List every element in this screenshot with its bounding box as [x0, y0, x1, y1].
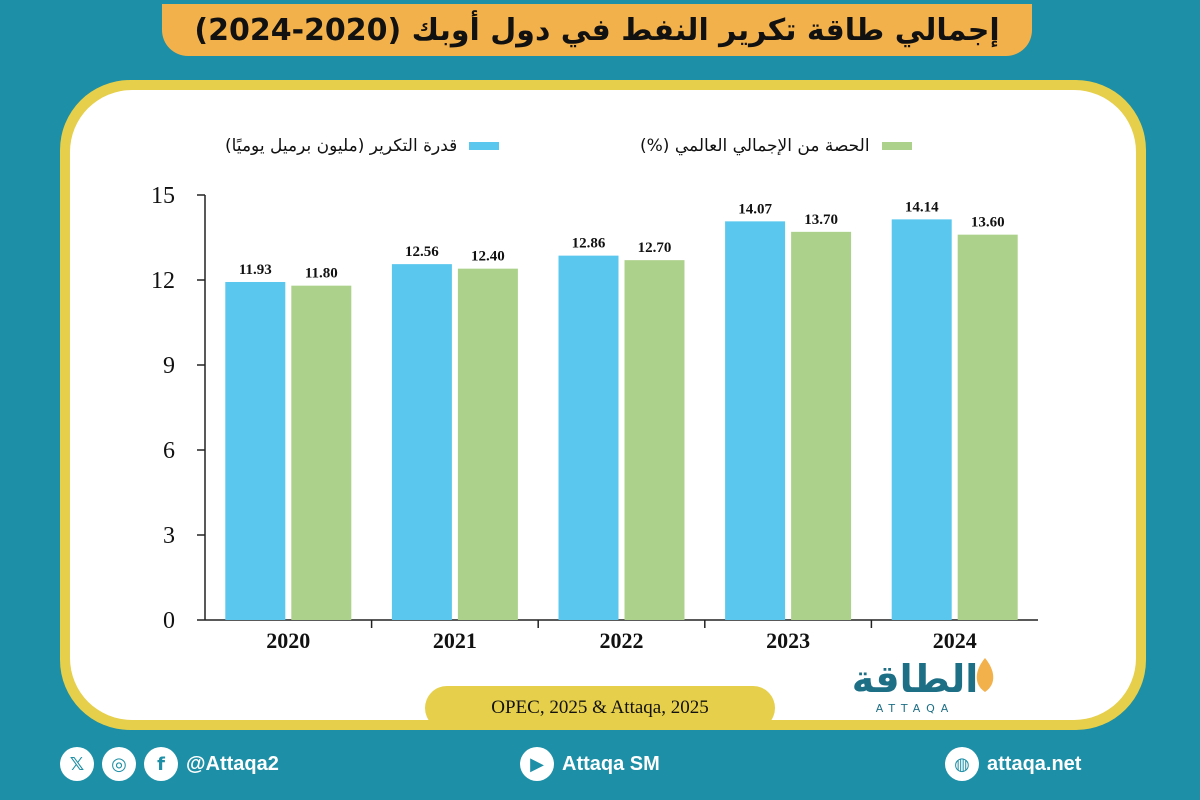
- data-label: 13.60: [971, 215, 1005, 231]
- data-label: 12.70: [638, 240, 672, 256]
- data-label: 13.70: [804, 212, 838, 228]
- y-tick-label: 9: [163, 353, 175, 379]
- data-label: 14.14: [905, 199, 939, 215]
- logo-graphic: الطاقة ATTAQA: [852, 657, 994, 715]
- data-label: 14.07: [738, 201, 772, 217]
- bar: [225, 281, 286, 620]
- legend-label-capacity: قدرة التكرير (مليون برميل يوميًا): [225, 136, 458, 156]
- y-tick-label: 6: [163, 438, 175, 464]
- website-url[interactable]: attaqa.net: [987, 752, 1082, 775]
- source-text: OPEC, 2025 & Attaqa, 2025: [491, 697, 709, 718]
- data-label: 11.93: [239, 262, 272, 278]
- data-label: 12.56: [405, 244, 439, 260]
- social-handle[interactable]: @Attaqa2: [186, 752, 279, 775]
- title-banner: إجمالي طاقة تكرير النفط في دول أوبك (202…: [162, 4, 1032, 56]
- drop-icon: [976, 658, 994, 692]
- x-tick-label: 2022: [600, 628, 644, 653]
- source-pill: OPEC, 2025 & Attaqa, 2025: [425, 686, 775, 730]
- data-label: 12.40: [471, 249, 505, 265]
- bar: [291, 285, 352, 620]
- y-tick-label: 12: [151, 268, 175, 294]
- bar: [891, 219, 952, 620]
- y-tick-label: 15: [151, 183, 175, 209]
- facebook-icon[interactable]: f: [144, 747, 178, 781]
- legend-share: الحصة من الإجمالي العالمي (%): [640, 128, 912, 164]
- bar: [558, 255, 619, 620]
- legend-swatch-share: [881, 142, 912, 150]
- logo-subtext: ATTAQA: [876, 702, 955, 715]
- youtube-handle[interactable]: Attaqa SM: [562, 752, 660, 775]
- x-icon[interactable]: 𝕏: [60, 747, 94, 781]
- data-label: 11.80: [305, 266, 338, 282]
- bar: [457, 268, 518, 620]
- bar: [957, 234, 1018, 620]
- legend-swatch-capacity: [469, 142, 500, 150]
- attaqa-logo: الطاقة ATTAQA: [835, 640, 1015, 720]
- instagram-icon[interactable]: ◎: [102, 747, 136, 781]
- website-link[interactable]: ◍ attaqa.net: [945, 744, 1081, 784]
- youtube-icon[interactable]: ▶: [520, 747, 554, 781]
- bar: [391, 264, 452, 620]
- x-tick-label: 2024: [933, 628, 977, 653]
- legend-capacity: قدرة التكرير (مليون برميل يوميًا): [225, 128, 500, 164]
- bar: [791, 231, 852, 621]
- page-title: إجمالي طاقة تكرير النفط في دول أوبك (202…: [194, 12, 1000, 48]
- x-tick-label: 2020: [266, 628, 310, 653]
- youtube-link[interactable]: ▶ Attaqa SM: [520, 744, 660, 784]
- y-tick-label: 0: [163, 608, 175, 634]
- legend-label-share: الحصة من الإجمالي العالمي (%): [640, 136, 870, 156]
- data-label: 12.86: [572, 236, 606, 252]
- social-links: 𝕏 ◎ f @Attaqa2: [60, 744, 279, 784]
- y-tick-label: 3: [163, 523, 175, 549]
- bar: [624, 260, 685, 620]
- bar: [725, 221, 786, 620]
- x-tick-label: 2023: [766, 628, 810, 653]
- logo-text: الطاقة: [852, 657, 979, 701]
- globe-icon[interactable]: ◍: [945, 747, 979, 781]
- x-tick-label: 2021: [433, 628, 477, 653]
